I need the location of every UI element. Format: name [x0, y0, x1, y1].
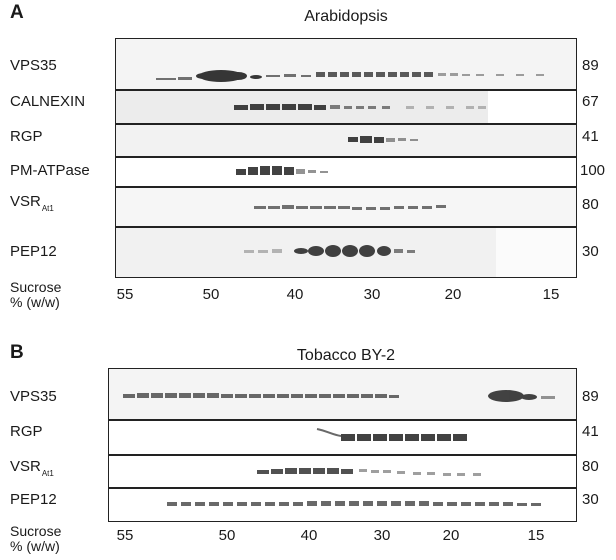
tick-a-15: 15: [542, 286, 560, 303]
tick-b-55: 55: [116, 527, 134, 544]
tick-a-40: 40: [286, 286, 304, 303]
size-label-pm-atpase: 100: [580, 162, 606, 179]
size-label-calnexin: 67: [582, 93, 599, 110]
size-label-b-vps35: 89: [582, 388, 599, 405]
row-label-b-vsr-subscript: At1: [41, 469, 54, 478]
blot-b-rgp: [108, 420, 577, 455]
blot-a-vps35: [115, 38, 577, 90]
blot-a-pm-atpase: [115, 157, 577, 187]
tick-b-40: 40: [300, 527, 318, 544]
row-label-b-vps35: VPS35: [10, 388, 57, 405]
tick-b-30: 30: [373, 527, 391, 544]
sucrose-label-a-line1: Sucrose: [10, 279, 62, 295]
sucrose-label-b-line1: Sucrose: [10, 523, 62, 539]
blot-a-pep12: [115, 227, 577, 278]
blot-a-vsr: [115, 187, 577, 227]
sucrose-label-a: Sucrose % (w/w): [10, 280, 61, 310]
row-label-rgp: RGP: [10, 128, 43, 145]
row-label-pm-atpase: PM-ATPase: [10, 162, 90, 179]
row-label-b-vsr: VSRAt1: [10, 458, 54, 478]
panel-a-letter: A: [10, 2, 24, 23]
blot-b-pep12: [108, 488, 577, 522]
blot-a-rgp: [115, 124, 577, 157]
row-label-pep12: PEP12: [10, 243, 57, 260]
panel-b-letter: B: [10, 342, 24, 363]
row-label-vps35: VPS35: [10, 57, 57, 74]
tick-a-50: 50: [202, 286, 220, 303]
row-label-vsr: VSRAt1: [10, 193, 54, 213]
tick-b-50: 50: [218, 527, 236, 544]
sucrose-label-b-line2: % (w/w): [10, 538, 60, 554]
size-label-b-rgp: 41: [582, 423, 599, 440]
size-label-b-vsr: 80: [582, 458, 599, 475]
tick-a-55: 55: [116, 286, 134, 303]
tick-b-20: 20: [442, 527, 460, 544]
sucrose-label-a-line2: % (w/w): [10, 294, 60, 310]
row-label-b-rgp: RGP: [10, 423, 43, 440]
size-label-vps35: 89: [582, 57, 599, 74]
size-label-b-pep12: 30: [582, 491, 599, 508]
size-label-vsr: 80: [582, 196, 599, 213]
panel-a-title: Arabidopsis: [304, 8, 388, 25]
blot-b-vps35: [108, 368, 577, 420]
tick-b-15: 15: [527, 527, 545, 544]
row-label-b-pep12: PEP12: [10, 491, 57, 508]
sucrose-label-b: Sucrose % (w/w): [10, 524, 61, 554]
row-label-calnexin: CALNEXIN: [10, 93, 86, 110]
panel-b-title: Tobacco BY-2: [296, 347, 396, 364]
tick-a-20: 20: [444, 286, 462, 303]
tick-a-30: 30: [363, 286, 381, 303]
blot-b-vsr: [108, 455, 577, 488]
blot-a-calnexin: [115, 90, 577, 124]
size-label-pep12: 30: [582, 243, 599, 260]
size-label-rgp: 41: [582, 128, 599, 145]
row-label-vsr-subscript: At1: [41, 204, 54, 213]
